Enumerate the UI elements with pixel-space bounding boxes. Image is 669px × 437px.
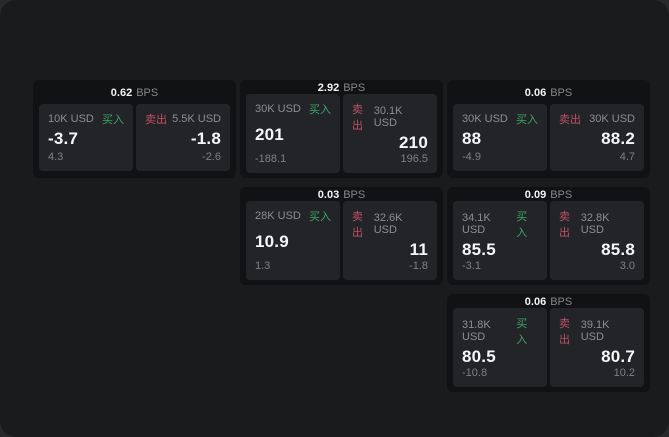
buy-label: 买入 [516, 114, 538, 126]
buy-panel[interactable]: 28K USD 买入 10.9 1.3 [246, 201, 340, 280]
buy-delta-value: -10.8 [462, 367, 488, 379]
quote-card: 0.03 BPS 28K USD 买入 10.9 1.3 卖出 32.6K US… [240, 187, 443, 285]
sell-delta-value: 196.5 [400, 153, 428, 165]
bps-value: 0.06 [524, 87, 547, 99]
card-body: 34.1K USD 买入 85.5 -3.1 卖出 32.8K USD 85.8… [447, 201, 650, 287]
buy-quote-value: 201 [255, 125, 284, 144]
quote-card: 0.09 BPS 34.1K USD 买入 85.5 -3.1 卖出 32.8K… [447, 187, 650, 285]
buy-notional: 30K USD [255, 103, 301, 115]
card-header: 0.03 BPS [240, 187, 443, 201]
bps-unit-label: BPS [136, 87, 159, 99]
buy-label: 买入 [309, 104, 331, 116]
sell-panel[interactable]: 卖出 30K USD 88.2 4.7 [550, 104, 644, 171]
buy-delta-value: -4.9 [462, 151, 481, 163]
sell-notional: 30.1K USD [373, 105, 403, 129]
buy-label: 买入 [309, 211, 331, 223]
buy-notional: 31.8K USD [462, 319, 491, 343]
buy-notional: 28K USD [255, 210, 301, 222]
sell-delta-value: -2.6 [202, 151, 221, 163]
buy-panel[interactable]: 30K USD 买入 201 -188.1 [246, 94, 340, 173]
buy-delta-value: 1.3 [255, 260, 271, 272]
sell-quote-value: 11 [409, 240, 428, 259]
buy-notional: 10K USD [48, 113, 94, 125]
buy-delta-value: 4.3 [48, 151, 64, 163]
bps-value: 2.92 [317, 82, 340, 94]
sell-label: 卖出 [559, 318, 570, 346]
sell-quote-value: 80.7 [601, 347, 635, 366]
bps-unit-label: BPS [550, 296, 573, 308]
sell-label: 卖出 [145, 114, 167, 126]
buy-panel[interactable]: 10K USD 买入 -3.7 4.3 [39, 104, 133, 171]
sell-label: 卖出 [559, 211, 570, 239]
quote-card: 0.06 BPS 30K USD 买入 88 -4.9 卖出 30K USD [447, 80, 650, 178]
buy-quote-value: -3.7 [48, 129, 79, 148]
card-header: 0.09 BPS [447, 187, 650, 201]
buy-delta-value: -188.1 [255, 153, 287, 165]
buy-label: 买入 [102, 114, 124, 126]
sell-delta-value: 4.7 [619, 151, 635, 163]
buy-label: 买入 [516, 318, 528, 346]
buy-quote-value: 10.9 [255, 232, 289, 251]
buy-quote-value: 80.5 [462, 347, 496, 366]
sell-label: 卖出 [352, 104, 363, 132]
sell-notional: 32.8K USD [580, 212, 610, 236]
sell-panel[interactable]: 卖出 39.1K USD 80.7 10.2 [550, 308, 644, 387]
sell-quote-value: 210 [399, 133, 428, 152]
sell-delta-value: 3.0 [619, 260, 635, 272]
quote-card-grid: 0.62 BPS 10K USD 买入 -3.7 4.3 卖出 5.5K USD [33, 80, 650, 392]
sell-notional: 39.1K USD [580, 319, 610, 343]
buy-panel[interactable]: 31.8K USD 买入 80.5 -10.8 [453, 308, 547, 387]
bps-unit-label: BPS [550, 87, 573, 99]
buy-notional: 34.1K USD [462, 212, 491, 236]
sell-delta-value: 10.2 [613, 367, 635, 379]
bps-value: 0.06 [524, 296, 547, 308]
card-body: 28K USD 买入 10.9 1.3 卖出 32.6K USD 11 -1.8 [240, 201, 443, 287]
sell-label: 卖出 [352, 211, 363, 239]
card-header: 0.62 BPS [33, 80, 236, 104]
bps-value: 0.62 [110, 87, 133, 99]
card-header: 2.92 BPS [240, 80, 443, 94]
sell-delta-value: -1.8 [409, 260, 428, 272]
card-header: 0.06 BPS [447, 294, 650, 308]
quote-card: 2.92 BPS 30K USD 买入 201 -188.1 卖出 30.1K … [240, 80, 443, 178]
card-body: 30K USD 买入 88 -4.9 卖出 30K USD 88.2 4.7 [447, 104, 650, 178]
card-header: 0.06 BPS [447, 80, 650, 104]
sell-panel[interactable]: 卖出 32.8K USD 85.8 3.0 [550, 201, 644, 280]
quote-card: 0.06 BPS 31.8K USD 买入 80.5 -10.8 卖出 39.1… [447, 294, 650, 392]
sell-notional: 30K USD [589, 113, 635, 125]
card-body: 10K USD 买入 -3.7 4.3 卖出 5.5K USD -1.8 -2.… [33, 104, 236, 178]
buy-notional: 30K USD [462, 113, 508, 125]
card-body: 31.8K USD 买入 80.5 -10.8 卖出 39.1K USD 80.… [447, 308, 650, 394]
sell-quote-value: -1.8 [190, 129, 221, 148]
sell-notional: 5.5K USD [172, 113, 221, 125]
buy-panel[interactable]: 30K USD 买入 88 -4.9 [453, 104, 547, 171]
sell-quote-value: 85.8 [601, 240, 635, 259]
sell-panel[interactable]: 卖出 30.1K USD 210 196.5 [343, 94, 437, 173]
sell-label: 卖出 [559, 114, 581, 126]
bps-unit-label: BPS [550, 189, 573, 201]
sell-quote-value: 88.2 [601, 129, 635, 148]
bps-unit-label: BPS [343, 189, 366, 201]
bps-value: 0.03 [317, 189, 340, 201]
quote-card: 0.62 BPS 10K USD 买入 -3.7 4.3 卖出 5.5K USD [33, 80, 236, 178]
buy-quote-value: 88 [462, 129, 482, 148]
bps-unit-label: BPS [343, 82, 366, 94]
sell-panel[interactable]: 卖出 5.5K USD -1.8 -2.6 [136, 104, 230, 171]
buy-panel[interactable]: 34.1K USD 买入 85.5 -3.1 [453, 201, 547, 280]
buy-delta-value: -3.1 [462, 260, 481, 272]
card-body: 30K USD 买入 201 -188.1 卖出 30.1K USD 210 1… [240, 94, 443, 180]
buy-label: 买入 [516, 211, 528, 239]
bps-value: 0.09 [524, 189, 547, 201]
sell-notional: 32.6K USD [373, 212, 403, 236]
buy-quote-value: 85.5 [462, 240, 496, 259]
sell-panel[interactable]: 卖出 32.6K USD 11 -1.8 [343, 201, 437, 280]
